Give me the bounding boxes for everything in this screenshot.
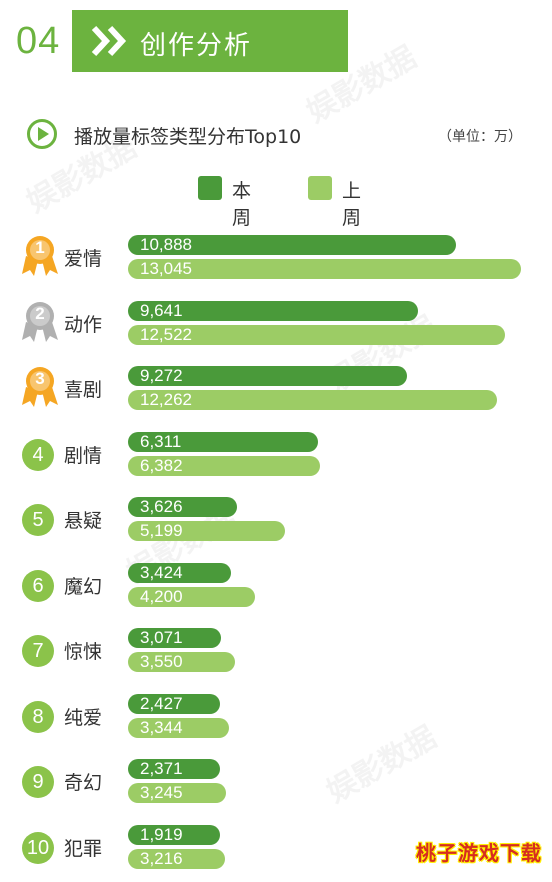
category-label: 犯罪 [64, 837, 103, 860]
category-label: 惊悚 [64, 641, 103, 663]
rank-number: 9 [22, 766, 54, 798]
bar-row: 3 喜剧 9,272 12,262 [0, 363, 552, 423]
bar-current-week: 3,071 [128, 628, 221, 648]
bar-previous-week: 6,382 [128, 455, 320, 476]
bar-previous-week: 3,344 [128, 717, 229, 738]
unit-label: （单位：万） [438, 129, 522, 145]
rank-number: 8 [22, 700, 54, 733]
data-label: 9,641 [140, 300, 183, 320]
category-label: 纯爱 [64, 706, 103, 729]
legend-swatch-current [198, 176, 222, 200]
data-label: 3,071 [140, 628, 183, 647]
data-label: 6,311 [140, 431, 182, 451]
data-label: 3,550 [140, 652, 183, 671]
legend-label: 上周 [342, 180, 362, 229]
rank-number: 1 [35, 238, 45, 257]
data-label: 10,888 [140, 235, 192, 254]
legend: 本周 上周 [0, 172, 552, 229]
play-icon [27, 119, 57, 149]
data-label: 13,045 [140, 259, 192, 278]
medal-icon [22, 301, 58, 342]
data-label: 9,272 [140, 366, 183, 385]
category-label: 魔幻 [64, 575, 103, 598]
data-label: 3,344 [140, 717, 183, 737]
bar-current-week: 3,424 [128, 562, 231, 583]
bar-row: 6 魔幻 3,424 4,200 [0, 560, 552, 620]
data-label: 12,262 [140, 390, 192, 409]
medal-icon [22, 236, 58, 276]
bar-row: 7 惊悚 3,071 3,550 [0, 625, 552, 685]
bar-previous-week: 12,522 [128, 324, 505, 345]
category-label: 剧情 [64, 444, 103, 467]
rank-number: 5 [22, 504, 54, 536]
data-label: 2,371 [140, 759, 183, 778]
chevrons-icon [91, 25, 127, 57]
bar-current-week: 2,371 [128, 759, 220, 779]
bar-previous-week: 3,216 [128, 848, 225, 869]
bar-previous-week: 5,199 [128, 521, 285, 541]
bar-current-week: 1,919 [128, 824, 220, 845]
chart-header: 播放量标签类型分布Top10 （单位：万） [0, 112, 552, 156]
bar-row: 8 纯爱 2,427 3,344 [0, 691, 552, 751]
category-label: 悬疑 [64, 510, 103, 532]
legend-label: 本周 [232, 180, 252, 229]
rank-number: 2 [35, 303, 45, 323]
data-label: 5,199 [140, 521, 183, 540]
data-label: 3,626 [140, 497, 183, 516]
bar-row: 1 爱情 10,888 13,045 [0, 232, 552, 292]
bar-row: 10 犯罪 1,919 3,216 [0, 822, 552, 882]
section-header: 04 创作分析 [0, 8, 552, 74]
data-label: 12,522 [140, 324, 192, 344]
bar-current-week: 2,427 [128, 693, 220, 714]
bar-row: 2 动作 9,641 12,522 [0, 298, 552, 358]
bar-row: 4 剧情 6,311 6,382 [0, 429, 552, 489]
bar-previous-week: 4,200 [128, 586, 255, 607]
data-label: 1,919 [140, 824, 183, 844]
corner-watermark: 桃子游戏下载 [416, 841, 542, 865]
data-label: 3,216 [140, 848, 183, 868]
bar-current-week: 9,272 [128, 366, 407, 386]
rank-number: 10 [22, 831, 54, 864]
bar-row: 5 悬疑 3,626 5,199 [0, 494, 552, 554]
rank-number: 4 [22, 438, 54, 471]
legend-swatch-previous [308, 176, 332, 200]
section-banner: 创作分析 [72, 10, 348, 72]
bar-previous-week: 13,045 [128, 259, 521, 279]
bar-current-week: 3,626 [128, 497, 237, 517]
category-label: 奇幻 [64, 772, 103, 794]
section-number: 04 [16, 20, 61, 62]
bar-previous-week: 3,245 [128, 783, 226, 803]
category-label: 爱情 [64, 248, 103, 270]
section-title: 创作分析 [140, 31, 253, 61]
rank-number: 6 [22, 569, 54, 602]
data-label: 3,245 [140, 783, 183, 802]
data-label: 6,382 [140, 455, 183, 475]
category-label: 喜剧 [64, 379, 103, 401]
data-label: 4,200 [140, 586, 183, 606]
bar-current-week: 9,641 [128, 300, 418, 321]
bar-current-week: 10,888 [128, 235, 456, 255]
bar-row: 9 奇幻 2,371 3,245 [0, 756, 552, 816]
rank-number: 7 [22, 635, 54, 667]
rank-number: 3 [35, 369, 45, 388]
bar-previous-week: 12,262 [128, 390, 497, 410]
medal-icon [22, 367, 58, 407]
bar-previous-week: 3,550 [128, 652, 235, 672]
chart-title: 播放量标签类型分布Top10 [74, 126, 302, 148]
data-label: 3,424 [140, 562, 183, 582]
data-label: 2,427 [140, 693, 183, 713]
bar-current-week: 6,311 [128, 431, 318, 452]
category-label: 动作 [64, 313, 103, 336]
